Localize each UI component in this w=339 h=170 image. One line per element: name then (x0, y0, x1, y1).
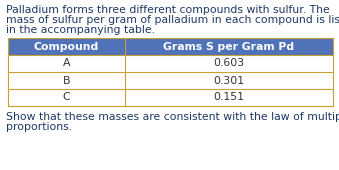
Text: Palladium forms three different compounds with sulfur. The: Palladium forms three different compound… (6, 5, 330, 15)
Text: 0.301: 0.301 (214, 75, 244, 86)
Bar (8, 38, 333, 55)
Text: proportions.: proportions. (6, 122, 72, 132)
Bar (8, 55, 333, 72)
Text: A: A (63, 58, 70, 69)
Text: B: B (63, 75, 70, 86)
Text: mass of sulfur per gram of palladium in each compound is listed: mass of sulfur per gram of palladium in … (6, 15, 339, 25)
Text: 0.603: 0.603 (214, 58, 244, 69)
Text: in the accompanying table.: in the accompanying table. (6, 25, 155, 35)
Text: 0.151: 0.151 (214, 92, 244, 103)
Bar (8, 89, 333, 106)
Text: Show that these masses are consistent with the law of multiple: Show that these masses are consistent wi… (6, 112, 339, 122)
Bar (8, 72, 333, 89)
Text: Compound: Compound (34, 41, 99, 52)
Text: Grams S per Gram Pd: Grams S per Gram Pd (163, 41, 295, 52)
Bar (8, 38, 333, 106)
Text: C: C (63, 92, 70, 103)
